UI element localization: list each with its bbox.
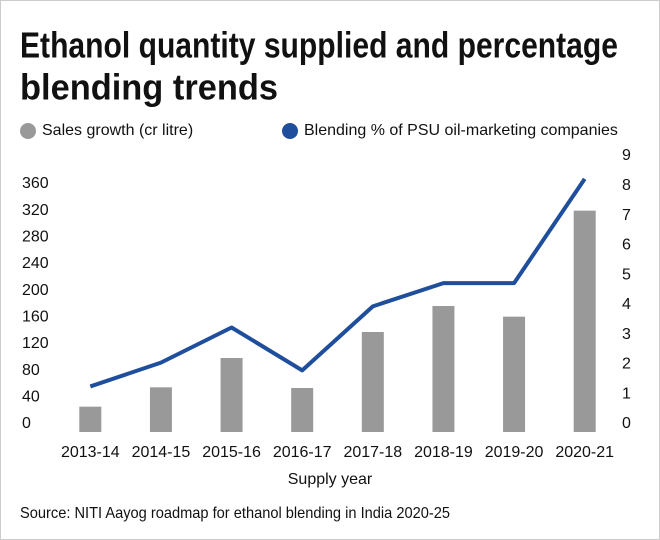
x-axis-label: Supply year — [288, 471, 373, 488]
y2-tick-label: 4 — [622, 296, 631, 313]
chart-title: blending trends — [20, 67, 278, 108]
legend-marker — [282, 123, 298, 139]
y2-tick-label: 9 — [622, 147, 631, 164]
x-tick-label: 2019-20 — [485, 444, 544, 461]
y2-tick-label: 2 — [622, 356, 631, 373]
chart-title: Ethanol quantity supplied and percentage — [20, 25, 618, 66]
y2-tick-label: 1 — [622, 385, 631, 402]
y2-tick-label: 5 — [622, 266, 631, 283]
x-tick-label: 2014-15 — [132, 444, 191, 461]
y-tick-label: 0 — [22, 415, 31, 432]
bar — [291, 388, 314, 432]
y-tick-label: 240 — [22, 255, 49, 272]
y-tick-label: 80 — [22, 362, 40, 379]
bar — [361, 332, 384, 432]
legend-label: Blending % of PSU oil-marketing companie… — [304, 122, 618, 139]
source: Source: NITI Aayog roadmap for ethanol b… — [20, 505, 450, 522]
bar — [149, 387, 172, 432]
legend-label: Sales growth (cr litre) — [42, 122, 193, 139]
x-tick-label: 2017-18 — [343, 444, 402, 461]
x-tick-label: 2015-16 — [202, 444, 261, 461]
y2-tick-label: 8 — [622, 177, 631, 194]
y-tick-label: 360 — [22, 175, 49, 192]
y-tick-label: 40 — [22, 389, 40, 406]
x-tick-label: 2020-21 — [555, 444, 614, 461]
bar — [220, 358, 243, 432]
bar — [79, 406, 102, 432]
bar — [503, 316, 526, 432]
x-tick-label: 2016-17 — [273, 444, 332, 461]
y2-tick-label: 7 — [622, 207, 631, 224]
x-tick-label: 2013-14 — [61, 444, 120, 461]
y2-tick-label: 6 — [622, 237, 631, 254]
y-tick-label: 200 — [22, 282, 49, 299]
y-tick-label: 320 — [22, 202, 49, 219]
line — [89, 177, 587, 389]
y2-tick-label: 0 — [622, 415, 631, 432]
y-tick-label: 280 — [22, 229, 49, 246]
y-tick-label: 160 — [22, 309, 49, 326]
legend-marker — [20, 123, 36, 139]
bar — [432, 306, 455, 432]
bar — [573, 210, 596, 432]
x-tick-label: 2018-19 — [414, 444, 473, 461]
y-tick-label: 120 — [22, 335, 49, 352]
y2-tick-label: 3 — [622, 326, 631, 343]
